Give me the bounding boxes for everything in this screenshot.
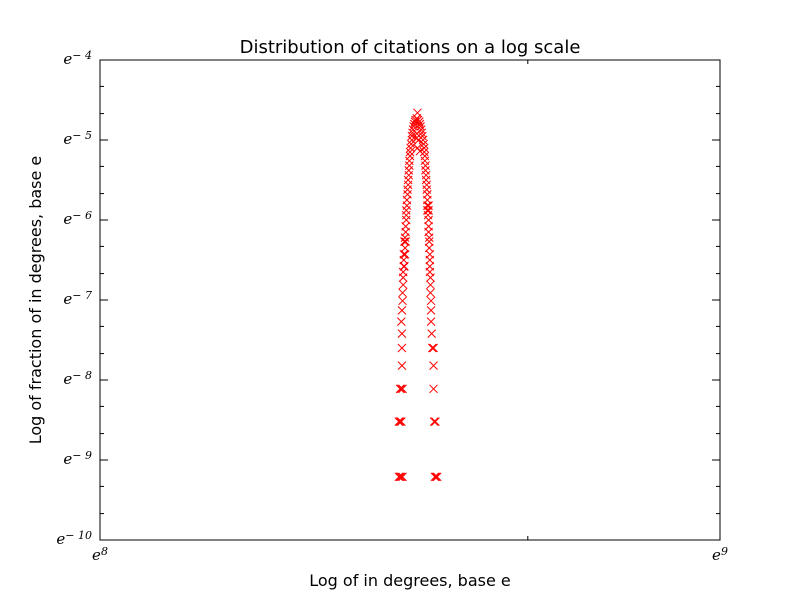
data-point: [422, 185, 432, 194]
y-axis-ticks: e− 4e− 5e− 6e− 7e− 8e− 9e− 10: [56, 49, 720, 548]
y-tick-exponent: − 10: [65, 529, 92, 542]
data-point: [426, 288, 435, 298]
x-tick-exponent: 8: [101, 545, 108, 558]
x-tick-base: e: [712, 546, 721, 564]
y-tick-base: e: [63, 370, 72, 388]
data-point: [398, 296, 407, 306]
data-point: [400, 250, 410, 259]
y-tick-base: e: [56, 530, 65, 548]
data-point: [419, 143, 429, 153]
data-point: [424, 243, 434, 253]
data-point: [404, 170, 414, 180]
plot-frame: [99, 59, 721, 541]
data-point: [429, 343, 438, 353]
y-tick-label: e− 4: [63, 49, 92, 68]
y-tick-base: e: [63, 210, 72, 228]
y-tick-exponent: − 5: [72, 129, 92, 142]
data-point: [397, 361, 407, 370]
data-point: [395, 472, 405, 482]
data-point: [426, 280, 435, 290]
data-point: [431, 417, 440, 426]
data-point: [426, 306, 436, 315]
y-tick-exponent: − 8: [72, 369, 92, 382]
data-point: [401, 210, 411, 220]
data-point: [394, 417, 404, 426]
data-point: [394, 472, 404, 482]
y-tick-label: e− 10: [56, 529, 92, 548]
data-point: [430, 472, 440, 482]
y-tick-exponent: − 9: [72, 449, 92, 462]
y-tick-base: e: [63, 290, 72, 308]
y-tick-exponent: − 4: [72, 49, 92, 62]
data-point: [432, 472, 442, 482]
data-point: [413, 108, 422, 118]
data-point: [397, 329, 407, 338]
chart-title: Distribution of citations on a log scale: [240, 37, 581, 58]
data-point: [403, 180, 413, 190]
data-point: [421, 166, 430, 175]
data-point: [398, 384, 407, 394]
data-point: [395, 384, 405, 394]
x-tick-label: e8: [92, 545, 108, 564]
x-tick-exponent: 9: [721, 545, 728, 558]
data-point: [426, 296, 436, 306]
x-axis-label: Log of in degrees, base e: [309, 571, 511, 590]
data-point: [427, 343, 437, 353]
data-point: [425, 262, 435, 271]
data-point: [398, 288, 407, 298]
x-tick-label: e9: [712, 545, 728, 564]
data-points: [394, 108, 442, 482]
data-point: [415, 146, 425, 156]
data-point: [429, 361, 438, 370]
data-point: [403, 190, 412, 199]
y-tick-label: e− 9: [63, 449, 92, 468]
data-point: [424, 201, 433, 210]
data-point: [397, 306, 407, 315]
data-point: [396, 317, 406, 326]
data-point: [427, 329, 437, 338]
y-axis-label: Log of fraction of in degrees, base e: [26, 156, 45, 445]
data-point: [421, 175, 431, 185]
data-point: [405, 147, 415, 157]
data-point: [429, 417, 439, 426]
data-point: [429, 384, 438, 394]
y-tick-label: e− 5: [63, 129, 92, 148]
data-point: [396, 417, 406, 426]
data-point: [412, 129, 422, 138]
x-tick-base: e: [92, 546, 101, 564]
data-point: [420, 156, 430, 166]
data-point: [424, 222, 433, 231]
y-minor-ticks: [100, 85, 720, 515]
data-point: [431, 472, 441, 482]
data-point: [397, 343, 407, 353]
data-point: [401, 237, 411, 246]
data-point: [426, 317, 436, 326]
y-tick-base: e: [63, 450, 72, 468]
data-point: [400, 237, 409, 246]
data-point: [406, 143, 415, 153]
y-tick-label: e− 7: [63, 289, 92, 308]
data-point: [398, 280, 408, 290]
data-point: [414, 135, 424, 145]
data-point: [396, 472, 406, 482]
y-tick-exponent: − 6: [72, 209, 92, 222]
data-point: [398, 472, 407, 482]
data-point: [405, 151, 415, 161]
y-tick-label: e− 8: [63, 369, 92, 388]
data-point: [405, 161, 414, 170]
y-tick-base: e: [63, 130, 72, 148]
data-point: [419, 139, 428, 149]
data-point: [424, 237, 434, 246]
y-tick-exponent: − 7: [72, 289, 92, 302]
data-point: [401, 215, 411, 225]
y-tick-label: e− 6: [63, 209, 92, 228]
y-tick-base: e: [63, 50, 72, 68]
data-point: [396, 384, 406, 394]
data-point: [395, 417, 405, 426]
